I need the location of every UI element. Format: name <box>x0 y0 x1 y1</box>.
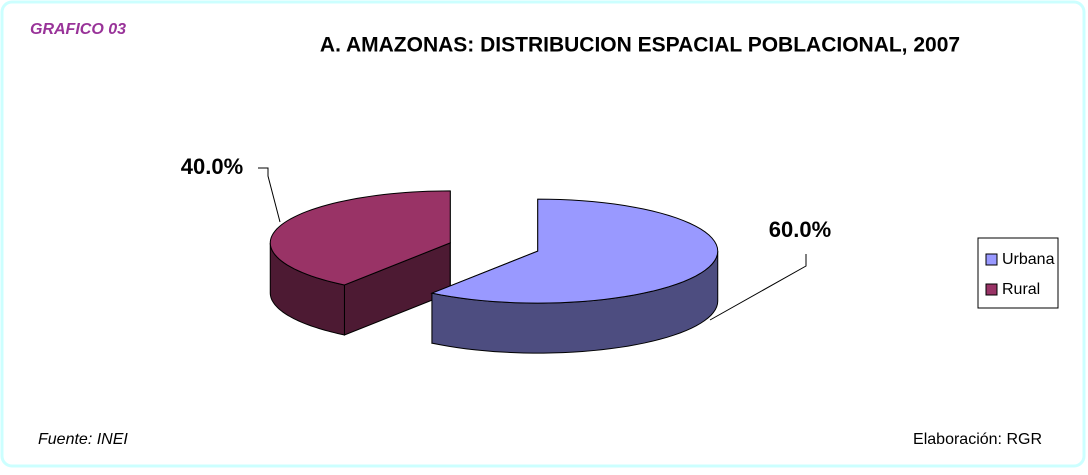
leader-line <box>258 167 281 223</box>
slice-top <box>269 190 451 286</box>
leader-line <box>709 254 807 321</box>
data-label: 40.0% <box>181 154 243 179</box>
slice-top <box>430 198 719 304</box>
legend-box <box>977 237 1059 309</box>
slice <box>430 198 719 354</box>
credit: Elaboración: RGR <box>913 431 1042 448</box>
slice <box>269 190 451 336</box>
legend-label: Urbana <box>1002 251 1055 268</box>
data-label: 60.0% <box>769 217 831 242</box>
legend-swatch <box>985 283 998 296</box>
chart-label: GRAFICO 03 <box>30 21 126 38</box>
chart-title: A. AMAZONAS: DISTRIBUCION ESPACIAL POBLA… <box>320 34 960 57</box>
source: Fuente: INEI <box>38 431 128 448</box>
legend-swatch <box>985 253 998 266</box>
legend-label: Rural <box>1002 281 1040 298</box>
